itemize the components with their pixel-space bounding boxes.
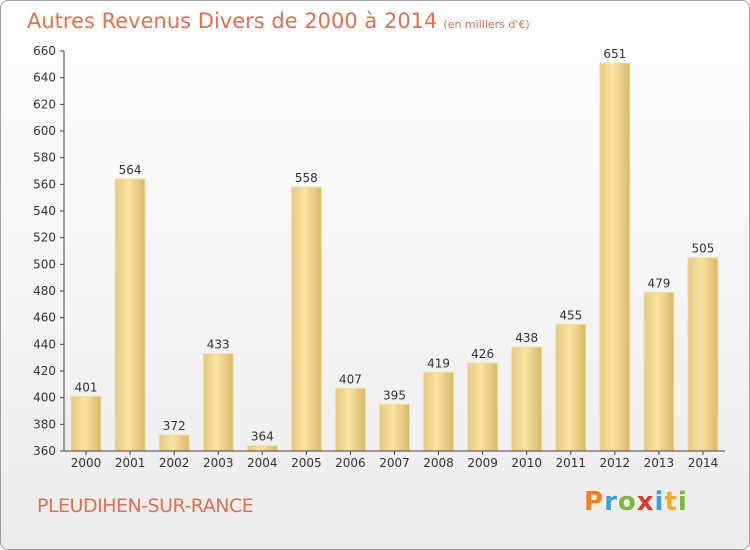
chart-title-text: Autres Revenus Divers de 2000 à 2014 (27, 9, 438, 33)
y-tick-label: 480 (33, 284, 56, 298)
logo-letter: x (636, 487, 655, 517)
bar-value-label: 407 (339, 372, 362, 386)
bar (334, 387, 366, 452)
bar-value-label: 438 (515, 331, 538, 345)
x-tick-label: 2000 (71, 456, 102, 470)
bar (290, 186, 322, 452)
bar (70, 395, 102, 452)
bar-value-label: 372 (163, 419, 186, 433)
bar-value-label: 419 (427, 356, 450, 370)
y-tick-label: 520 (33, 231, 56, 245)
commune-name: PLEUDIHEN-SUR-RANCE (37, 495, 254, 517)
bar (643, 291, 675, 452)
bar-value-label: 651 (603, 47, 626, 61)
y-tick-label: 600 (33, 124, 56, 138)
y-tick-label: 560 (33, 177, 56, 191)
x-tick-label: 2004 (247, 456, 278, 470)
x-tick-label: 2010 (511, 456, 542, 470)
x-tick-label: 2013 (644, 456, 675, 470)
x-tick-label: 2008 (423, 456, 454, 470)
y-tick-label: 380 (33, 417, 56, 431)
x-tick-label: 2012 (600, 456, 631, 470)
y-tick-label: 400 (33, 391, 56, 405)
bar (423, 371, 455, 452)
logo-letter: r (604, 487, 618, 517)
y-tick-label: 460 (33, 311, 56, 325)
y-tick-label: 660 (33, 44, 56, 58)
bar-value-label: 364 (251, 430, 274, 444)
y-tick-label: 640 (33, 71, 56, 85)
logo-letter: o (617, 487, 637, 517)
bar (555, 323, 587, 452)
bar (511, 346, 543, 452)
x-tick-label: 2002 (159, 456, 190, 470)
y-tick-label: 500 (33, 257, 56, 271)
bar-value-label: 564 (119, 163, 142, 177)
chart-title: Autres Revenus Divers de 2000 à 2014 (en … (27, 9, 530, 33)
proxiti-logo: Proxiti (584, 487, 688, 517)
logo-letter: i (677, 487, 688, 517)
bar-value-label: 455 (559, 308, 582, 322)
y-tick-label: 620 (33, 97, 56, 111)
bar (687, 257, 719, 452)
y-tick-label: 540 (33, 204, 56, 218)
x-tick-label: 2007 (379, 456, 410, 470)
x-tick-label: 2005 (291, 456, 322, 470)
bar (467, 362, 499, 452)
logo-letter: i (654, 487, 665, 517)
bar (246, 445, 278, 452)
bar-value-label: 558 (295, 171, 318, 185)
y-tick-label: 580 (33, 151, 56, 165)
x-tick-label: 2014 (688, 456, 719, 470)
bar-value-label: 426 (471, 347, 494, 361)
x-tick-label: 2011 (555, 456, 586, 470)
bar-value-label: 505 (692, 242, 715, 256)
bar-value-label: 479 (647, 276, 670, 290)
bar (202, 353, 234, 452)
logo-letter: t (664, 487, 678, 517)
bar (599, 62, 631, 452)
bar-value-label: 395 (383, 388, 406, 402)
y-tick-label: 360 (33, 444, 56, 458)
x-tick-label: 2003 (203, 456, 234, 470)
chart-unit: (en milliers d'€) (443, 18, 530, 31)
x-tick-label: 2006 (335, 456, 366, 470)
x-tick-label: 2001 (115, 456, 146, 470)
bar (158, 434, 190, 452)
bar (114, 178, 146, 452)
bar-value-label: 433 (207, 338, 230, 352)
y-tick-label: 420 (33, 364, 56, 378)
bar-value-label: 401 (75, 380, 98, 394)
logo-letter: P (584, 487, 605, 517)
y-tick-label: 440 (33, 337, 56, 351)
x-tick-label: 2009 (467, 456, 498, 470)
bar (379, 403, 410, 452)
